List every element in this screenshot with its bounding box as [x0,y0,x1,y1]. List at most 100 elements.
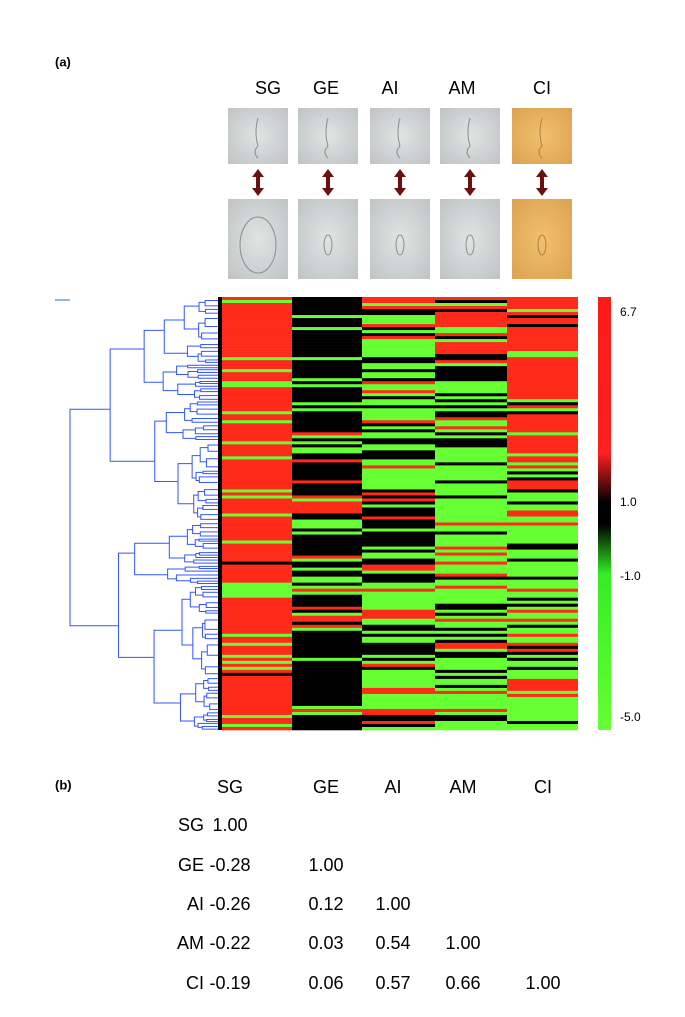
heat-cell [362,519,435,523]
heat-cell [292,531,362,535]
heat-cell [507,714,578,719]
heat-cell [292,483,362,487]
heat-cell [507,669,578,674]
branch [203,695,210,707]
heat-cell [222,585,292,589]
branch [197,374,206,379]
heat-cell [362,612,435,617]
heat-cell [507,504,578,508]
heat-cell [292,651,362,656]
table-cell: 0.03 [308,933,343,953]
table-header: SG [217,777,243,797]
heat-cell [362,483,435,487]
branch [200,514,207,520]
heat-cell [435,507,507,511]
heat-cell [362,477,435,481]
heat-cell [222,576,292,580]
heat-cell [507,591,578,595]
heat-cell [507,303,578,307]
heat-cell [435,372,507,376]
heat-cell [222,516,292,520]
heat-cell [435,387,507,391]
table-cell: 1.00 [445,933,480,953]
heat-cell [222,393,292,397]
heat-cell [222,492,292,496]
heat-cell [507,363,578,367]
heat-cell [222,624,292,629]
heat-cell [292,606,362,611]
heat-cell [222,663,292,668]
heat-cell [507,531,578,535]
colorbar [598,297,611,730]
table-cell: 1.00 [375,894,410,914]
heat-cell [292,501,362,505]
heat-cell [507,426,578,430]
heat-cell [507,408,578,412]
table-cell: -0.19 [209,973,250,993]
heat-cell [292,393,362,397]
heat-cell [292,432,362,436]
branch [202,591,207,598]
heat-cell [292,453,362,457]
heat-cell [362,357,435,361]
heat-cell [507,297,578,301]
heat-cell [222,333,292,337]
heat-cell [292,615,362,620]
heat-cell [435,567,507,571]
heat-cell [507,477,578,481]
branch [199,447,208,463]
heat-cell [222,579,292,583]
heat-cell [362,339,435,343]
heat-cell [292,474,362,478]
branch [197,369,204,373]
heat-cell [362,627,435,632]
heat-cell [292,456,362,460]
heat-cell [507,519,578,523]
branch [204,633,210,640]
heat-cell [435,594,507,598]
branch [109,348,155,462]
heat-cell [222,657,292,662]
heat-cell [292,672,362,677]
heat-cell [222,324,292,328]
heat-cell [435,687,507,692]
table-cell: -0.22 [209,933,250,953]
heat-cell [362,471,435,475]
heat-cell [507,411,578,415]
heat-cell [292,555,362,559]
heat-cell [292,684,362,689]
heat-cell [435,420,507,424]
heat-cell [435,462,507,466]
heat-cell [222,666,292,671]
heat-cell [507,516,578,520]
heat-cell [507,627,578,632]
branch [162,371,178,392]
heat-cell [362,309,435,313]
heat-cell [222,522,292,526]
heat-cell [435,309,507,313]
heat-cell [362,405,435,409]
heat-cell [507,546,578,550]
heat-cell [507,579,578,583]
heat-cell [222,702,292,707]
heat-cell [507,420,578,424]
heat-cell [435,540,507,544]
heat-cell [507,321,578,325]
heat-cell [362,378,435,382]
heat-cell [435,435,507,439]
heat-cell [507,456,578,460]
heat-cell [292,573,362,577]
heat-cell [507,324,578,328]
heat-cell [435,681,507,686]
heat-cell [222,690,292,695]
heat-cell [292,681,362,686]
heat-cell [435,657,507,662]
heat-cell [292,708,362,713]
branch [200,350,208,357]
heat-cell [362,390,435,394]
heat-cell [292,399,362,403]
heat-cell [292,363,362,367]
column-label: CI [533,78,551,98]
heat-cell [435,708,507,713]
heat-cell [362,579,435,583]
